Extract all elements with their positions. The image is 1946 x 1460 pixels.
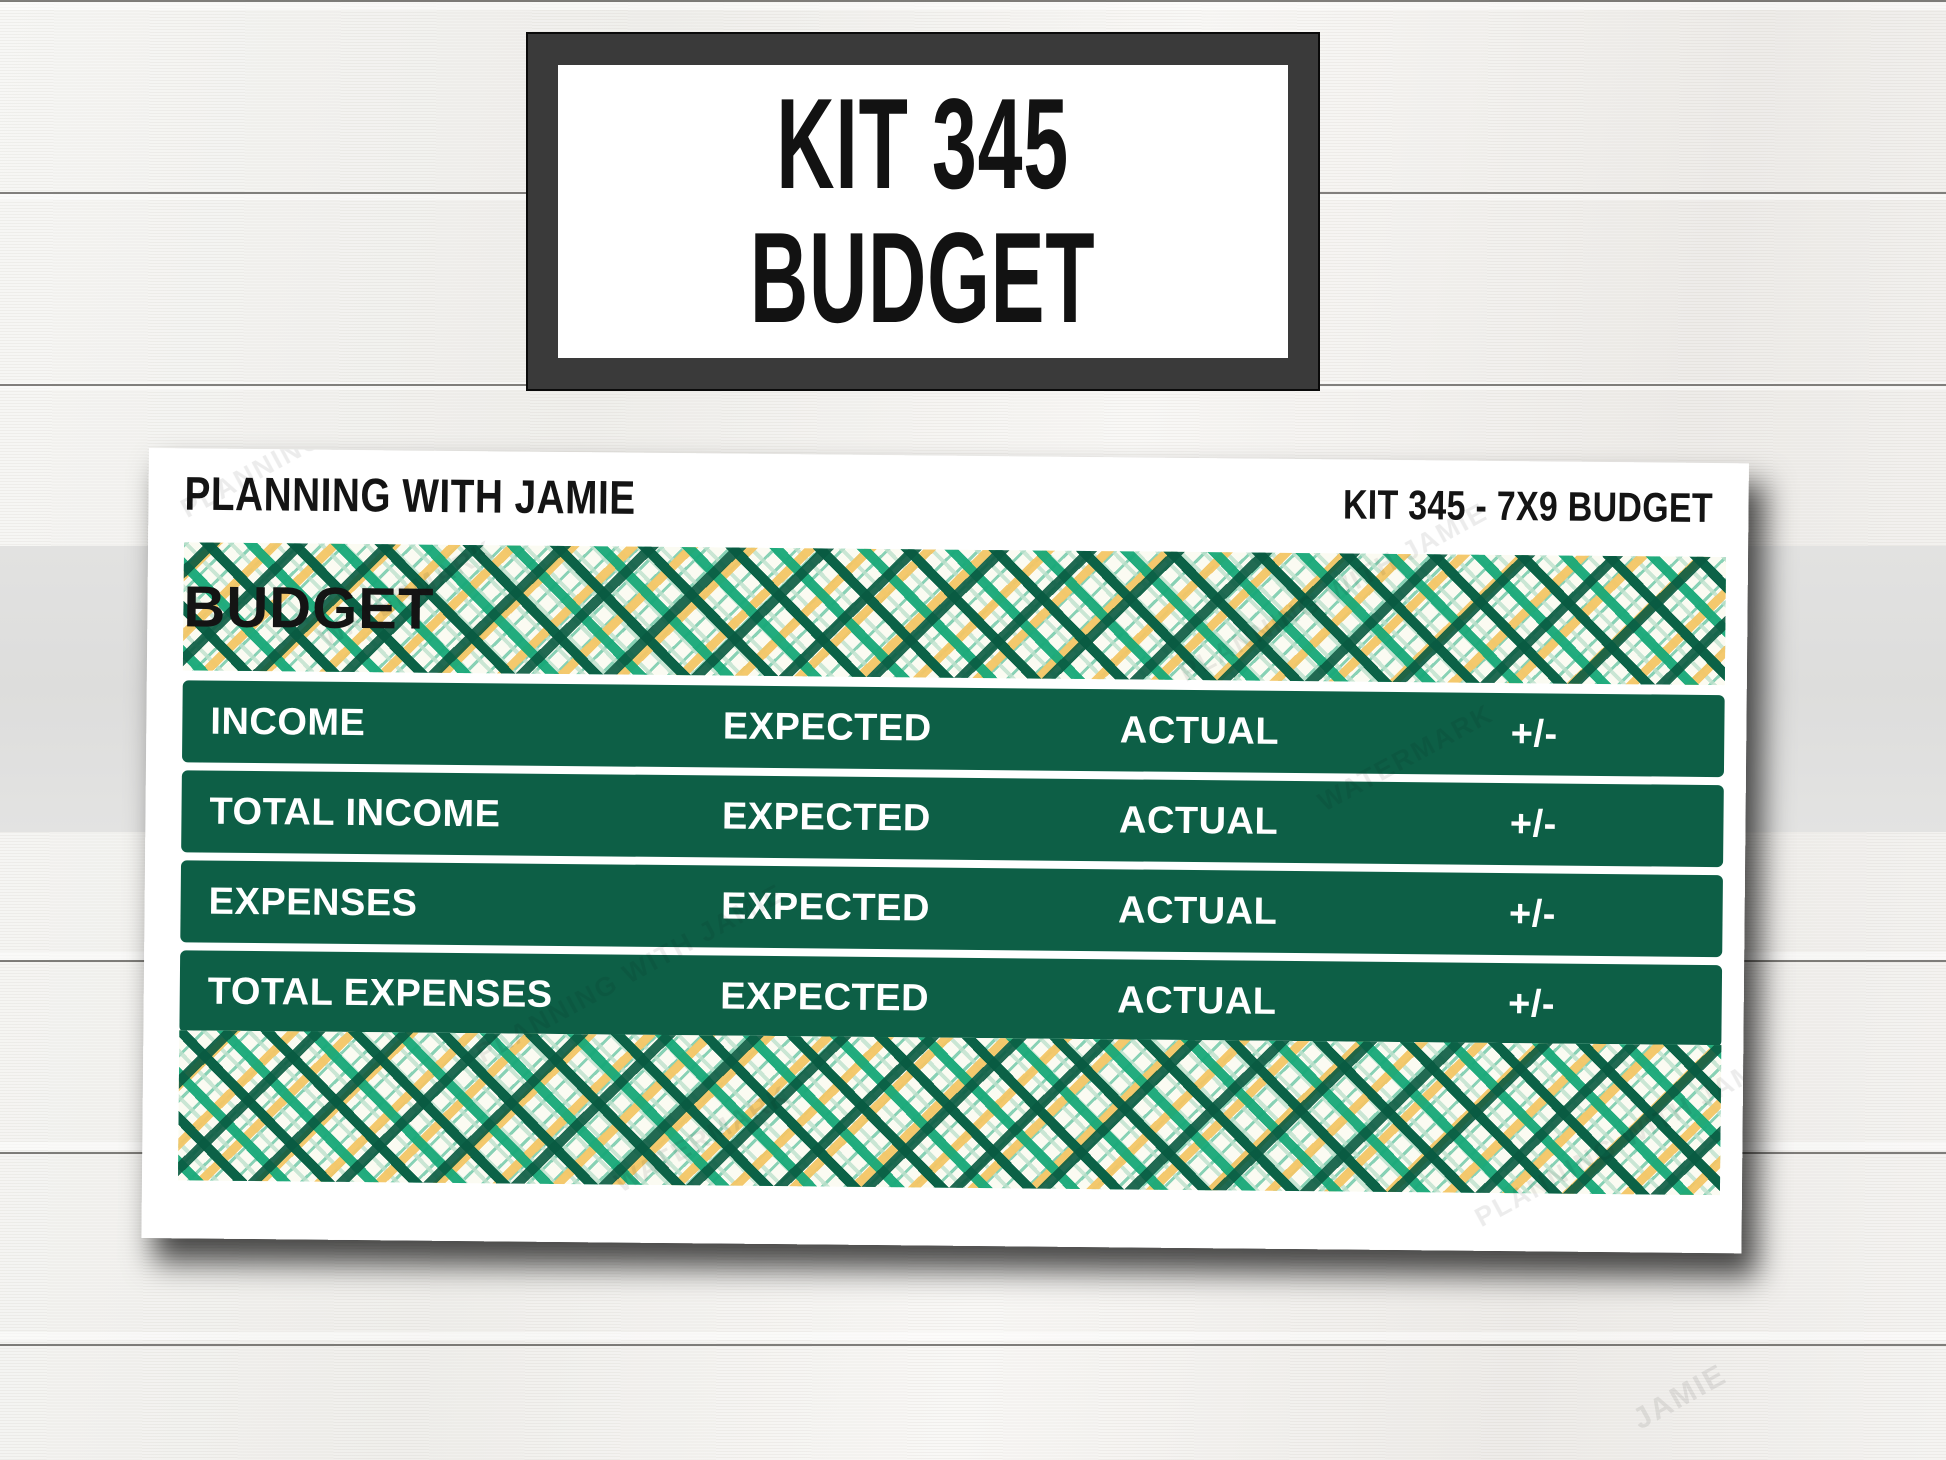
svg-text:JAMIE: JAMIE: [1627, 1358, 1732, 1436]
